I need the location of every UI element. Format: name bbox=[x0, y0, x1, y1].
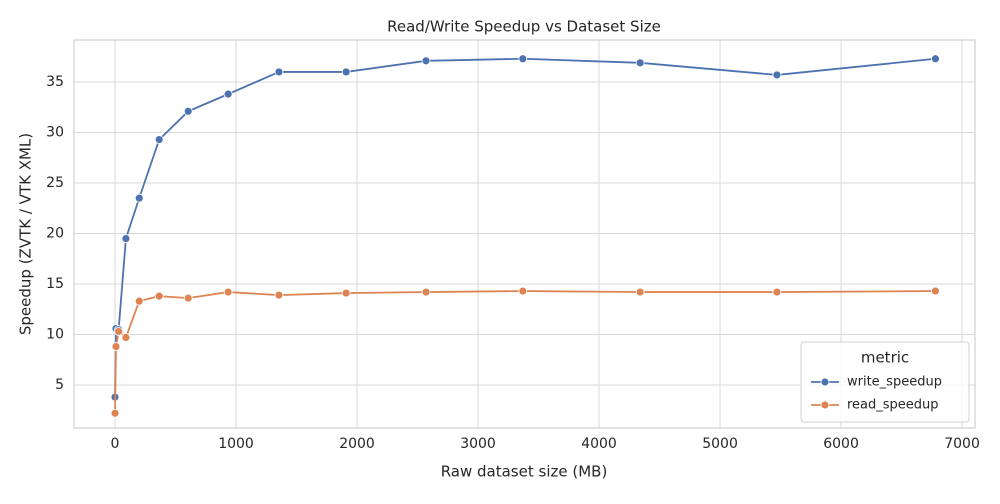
point bbox=[931, 286, 940, 296]
point bbox=[772, 287, 782, 297]
point bbox=[154, 135, 164, 144]
legend-marker bbox=[820, 400, 830, 410]
y-tick-label: 10 bbox=[46, 326, 64, 342]
x-tick-label: 0 bbox=[111, 436, 120, 452]
point bbox=[183, 293, 193, 303]
x-tick-label: 4000 bbox=[581, 436, 617, 452]
x-tick-label: 6000 bbox=[823, 436, 859, 452]
point bbox=[183, 106, 193, 116]
point bbox=[421, 287, 431, 297]
point bbox=[341, 288, 351, 298]
point bbox=[635, 58, 645, 68]
point bbox=[341, 67, 351, 77]
point bbox=[223, 89, 233, 99]
point bbox=[635, 287, 645, 297]
x-tick-label: 2000 bbox=[339, 436, 375, 452]
x-axis-label: Raw dataset size (MB) bbox=[441, 463, 608, 481]
legend-title: metric bbox=[861, 349, 909, 367]
point bbox=[111, 342, 121, 352]
point bbox=[274, 67, 284, 77]
point bbox=[931, 54, 940, 64]
y-axis-label: Speedup (ZVTK / VTK XML) bbox=[17, 133, 35, 335]
point bbox=[518, 54, 528, 64]
point bbox=[110, 408, 120, 418]
y-tick-label: 25 bbox=[46, 175, 64, 191]
point bbox=[121, 234, 131, 243]
legend-label: read_speedup bbox=[847, 398, 939, 413]
chart-title: Read/Write Speedup vs Dataset Size bbox=[387, 18, 661, 36]
x-tick-label: 1000 bbox=[218, 436, 254, 452]
plot-border bbox=[73, 39, 976, 429]
y-tick-label: 20 bbox=[46, 225, 64, 241]
point bbox=[134, 296, 144, 306]
point bbox=[154, 291, 164, 301]
point bbox=[772, 70, 782, 80]
x-tick-label: 3000 bbox=[460, 436, 496, 452]
x-tick-label: 5000 bbox=[702, 436, 738, 452]
legend-marker bbox=[820, 377, 830, 387]
y-tick-label: 30 bbox=[46, 125, 64, 141]
point bbox=[421, 56, 431, 66]
legend-box bbox=[800, 341, 970, 423]
legend-label: write_speedup bbox=[847, 375, 942, 390]
point bbox=[121, 333, 131, 342]
y-tick-label: 35 bbox=[46, 74, 64, 90]
point bbox=[134, 193, 144, 203]
point bbox=[518, 286, 528, 296]
y-tick-label: 5 bbox=[55, 377, 64, 393]
x-tick-label: 7000 bbox=[944, 436, 980, 452]
point bbox=[223, 287, 233, 297]
y-tick-label: 15 bbox=[46, 276, 64, 292]
point bbox=[114, 327, 124, 336]
point bbox=[274, 290, 284, 300]
